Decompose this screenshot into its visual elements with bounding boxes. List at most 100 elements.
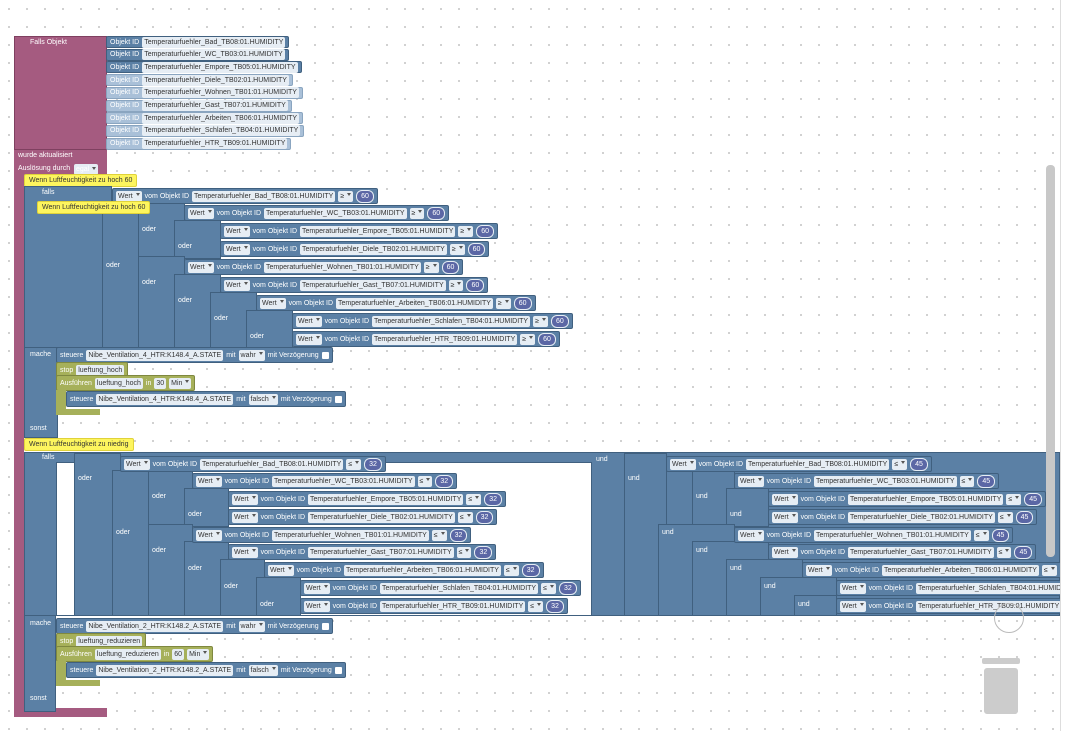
operator: ≤ <box>528 600 544 612</box>
object-label: vom Objekt ID <box>252 281 298 289</box>
value-dropdown: Wert <box>738 529 764 541</box>
delay-label: mit Verzögerung <box>267 351 319 359</box>
with-label: mit <box>226 622 236 630</box>
object-id-block: Objekt ID Temperaturfuehler_WC_TB03:01.HU… <box>106 48 289 61</box>
set-block: steuere Nibe_Ventilation_4_HTR:K148.4_A.S… <box>56 347 333 363</box>
object-label: vom Objekt ID <box>144 192 190 200</box>
object-id-value: Temperaturfuehler_Arbeiten_TB06:01.HUMID… <box>142 112 300 124</box>
object-label: vom Objekt ID <box>324 317 370 325</box>
condition-block: Wert vom Objekt ID Temperaturfuehler_Arbei… <box>264 562 544 578</box>
timeout-footer <box>56 409 100 415</box>
threshold: 32 <box>474 545 493 559</box>
condition-block: Wert vom Objekt ID Temperaturfuehler_Bad_T… <box>120 456 386 472</box>
timeout-body <box>56 661 66 684</box>
else-label: sonst <box>30 425 47 432</box>
trigger-header <box>14 36 107 150</box>
object-id-block: Objekt ID Temperaturfuehler_Arbeiten_TB06… <box>106 112 304 125</box>
value-dropdown: Wert <box>268 564 294 576</box>
threshold: 60 <box>467 242 486 256</box>
condition-block: Wert vom Objekt ID Temperaturfuehler_WC_TB… <box>192 473 458 489</box>
timer: lueftung_reduzieren <box>76 635 143 647</box>
threshold: 32 <box>521 563 540 577</box>
value-dropdown: Wert <box>670 458 696 470</box>
object-label: vom Objekt ID <box>260 548 306 556</box>
object-id: Temperaturfuehler_HTR_TB09:01.HUMIDITY <box>916 600 1060 612</box>
threshold: 60 <box>513 296 532 310</box>
operator: ≤ <box>503 564 519 576</box>
delay-checkbox <box>321 351 329 359</box>
oder-label: oder <box>188 565 203 572</box>
object-id: Temperaturfuehler_Bad_TB08:01.HUMIDITY <box>200 458 344 470</box>
object-id: Temperaturfuehler_Schlafen_TB04:01.HUMID… <box>916 582 1060 594</box>
condition-block: Wert vom Objekt ID Temperaturfuehler_Arbei… <box>256 295 536 311</box>
object-id: Temperaturfuehler_WC_TB03:01.HUMIDITY <box>272 475 415 487</box>
und-label: und <box>730 511 742 518</box>
device: Nibe_Ventilation_2_HTR:K148.2_A.STATE <box>86 620 224 632</box>
state: falsch <box>248 664 278 676</box>
object-id: Temperaturfuehler_Bad_TB08:01.HUMIDITY <box>192 190 336 202</box>
operator: ≤ <box>959 475 975 487</box>
value-dropdown: Wert <box>296 333 322 345</box>
threshold: 32 <box>435 474 454 488</box>
run-label: Ausführen <box>60 379 92 387</box>
condition-block: Wert vom Objekt ID Temperaturfuehler_Schla… <box>836 580 1060 596</box>
oder-label: oder <box>178 297 193 304</box>
delay-label: mit Verzögerung <box>280 395 332 403</box>
value-dropdown: Wert <box>304 600 330 612</box>
comment: Wenn Luftfeuchtigkeit zu niedrig <box>24 438 134 451</box>
oder-label: oder <box>250 333 265 340</box>
oder-block <box>184 488 229 527</box>
oder-label: oder <box>142 226 157 233</box>
delay-checkbox <box>321 622 329 630</box>
scrollbar[interactable] <box>1046 165 1055 557</box>
object-label: vom Objekt ID <box>332 584 378 592</box>
operator: ≤ <box>346 458 362 470</box>
trash-icon[interactable] <box>978 656 1024 716</box>
value-dropdown: Wert <box>196 475 222 487</box>
device: Nibe_Ventilation_4_HTR:K148.4_A.STATE <box>96 393 234 405</box>
und-label: und <box>662 529 674 536</box>
zoom-reset[interactable] <box>994 603 1024 633</box>
timer: lueftung_reduzieren <box>94 648 161 660</box>
object-id-block: Objekt ID Temperaturfuehler_Bad_TB08:01.H… <box>106 36 290 48</box>
oder-label: oder <box>188 511 203 518</box>
object-label: vom Objekt ID <box>288 299 334 307</box>
object-label: vom Objekt ID <box>252 227 298 235</box>
set-label: steuere <box>70 395 94 403</box>
threshold: 60 <box>441 260 460 274</box>
object-id-value: Temperaturfuehler_Bad_TB08:01.HUMIDITY <box>142 36 286 48</box>
else-label: sonst <box>30 695 47 702</box>
oder-label: oder <box>142 279 157 286</box>
delay: 60 <box>172 648 185 660</box>
object-label: vom Objekt ID <box>216 209 262 217</box>
object-id: Temperaturfuehler_Schlafen_TB04:01.HUMID… <box>380 582 539 594</box>
value-dropdown: Wert <box>738 475 764 487</box>
und-label: und <box>696 547 708 554</box>
in-label: in <box>163 650 170 658</box>
threshold: 45 <box>910 457 928 471</box>
value-dropdown: Wert <box>188 207 214 219</box>
object-label: vom Objekt ID <box>296 566 342 574</box>
operator: ≥ <box>495 297 511 309</box>
operator: ≥ <box>448 279 464 291</box>
object-id: Temperaturfuehler_Diele_TB02:01.HUMIDITY <box>300 243 447 255</box>
set-label: steuere <box>70 666 94 674</box>
value-dropdown: Wert <box>116 190 142 202</box>
unit: Min <box>187 648 210 660</box>
oder-label: oder <box>178 243 193 250</box>
und-label: und <box>696 493 708 500</box>
object-id-label: Objekt ID <box>110 76 140 84</box>
event-label: wurde aktualisiert <box>18 152 73 159</box>
condition-block: Wert vom Objekt ID Temperaturfuehler_Diele… <box>768 509 1038 525</box>
object-id: Temperaturfuehler_Diele_TB02:01.HUMIDITY <box>848 511 995 523</box>
value-dropdown: Wert <box>232 511 258 523</box>
object-label: vom Objekt ID <box>698 460 744 468</box>
oder-label: oder <box>260 601 275 608</box>
object-id-value: Temperaturfuehler_Wohnen_TB01:01.HUMIDIT… <box>142 87 299 99</box>
operator: ≤ <box>417 475 433 487</box>
object-id-block: Objekt ID Temperaturfuehler_Wohnen_TB01:0… <box>106 86 303 99</box>
set-label: steuere <box>60 622 84 630</box>
object-id-label: Objekt ID <box>110 140 140 148</box>
timeout-block: Ausführen lueftung_reduzieren in 60 Min <box>56 646 214 662</box>
object-label: vom Objekt ID <box>834 566 880 574</box>
